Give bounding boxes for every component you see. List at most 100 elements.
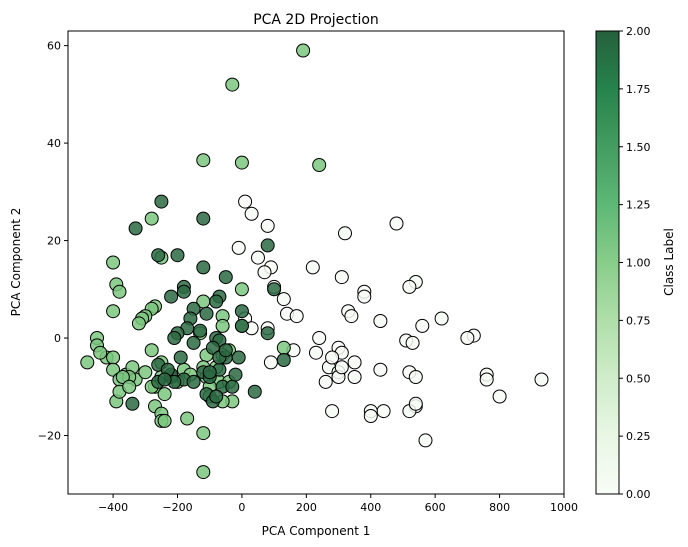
scatter-point-class-1 (196, 465, 211, 480)
colorbar-tick-label: 0.00 (626, 488, 651, 501)
colorbar-ticks: 0.00 0.25 0.50 0.75 1.00 1.25 1.50 1.75 2.00 (619, 25, 651, 501)
y-tick-label: 40 (47, 137, 61, 150)
plot-points (80, 43, 549, 480)
scatter-point-class-0 (434, 311, 449, 326)
scatter-point-class-0 (389, 216, 404, 231)
x-tick-label: 200 (296, 501, 317, 514)
colorbar-tick-label: 0.25 (626, 430, 651, 443)
colorbar-tick-label: 0.50 (626, 372, 651, 385)
scatter-point-class-2 (186, 374, 201, 389)
scatter-point-class-2 (234, 304, 249, 319)
y-axis-ticks: −20 0 20 40 60 (38, 40, 68, 443)
scatter-point-class-2 (225, 379, 240, 394)
y-tick-label: 20 (47, 235, 61, 248)
scatter-point-class-1 (215, 318, 230, 333)
scatter-point-class-1 (234, 155, 249, 170)
colorbar-tick-label: 1.50 (626, 141, 651, 154)
scatter-point-class-0 (231, 240, 246, 255)
x-tick-label: 600 (425, 501, 446, 514)
scatter-point-class-2 (167, 331, 182, 345)
scatter-point-class-0 (312, 331, 327, 345)
scatter-point-class-0 (289, 309, 304, 324)
scatter-point-class-1 (296, 43, 311, 58)
scatter-point-class-1 (157, 413, 172, 428)
scatter-point-class-2 (267, 282, 282, 297)
scatter-point-class-0 (309, 345, 323, 360)
scatter-point-class-2 (154, 194, 169, 209)
scatter-point-class-2 (218, 343, 233, 358)
scatter-point-class-2 (151, 248, 166, 263)
x-axis-label: PCA Component 1 (262, 524, 371, 538)
colorbar-tick-label: 1.00 (626, 257, 651, 270)
scatter-point-class-0 (347, 355, 362, 370)
y-tick-label: 0 (54, 332, 61, 345)
scatter-point-class-1 (112, 284, 127, 299)
colorbar-tick-label: 1.75 (626, 83, 651, 96)
scatter-point-class-2 (176, 284, 191, 299)
scatter-point-class-1 (122, 379, 137, 394)
scatter-point-class-2 (209, 294, 224, 309)
scatter-point-class-0 (238, 194, 253, 209)
scatter-point-class-0 (479, 372, 494, 387)
scatter-point-class-0 (460, 331, 475, 345)
scatter-point-class-1 (196, 426, 211, 441)
scatter-point-class-1 (180, 411, 195, 426)
scatter-point-class-0 (373, 314, 388, 328)
scatter-point-class-2 (260, 238, 275, 253)
scatter-point-class-1 (106, 304, 121, 319)
scatter-point-class-0 (325, 350, 340, 365)
scatter-point-class-0 (263, 355, 278, 370)
colorbar (595, 30, 620, 495)
scatter-point-class-2 (247, 384, 262, 399)
plot-frame (67, 30, 565, 495)
x-tick-label: 800 (489, 501, 510, 514)
scatter-point-class-2 (234, 318, 249, 333)
scatter-point-class-0 (305, 260, 320, 275)
scatter-point-class-2 (170, 248, 185, 263)
scatter-point-class-1 (115, 370, 130, 384)
scatter-point-class-0 (251, 250, 265, 265)
scatter-point-class-2 (218, 270, 233, 285)
scatter-point-class-1 (106, 255, 121, 270)
x-tick-label: 400 (360, 501, 381, 514)
chart-title: PCA 2D Projection (253, 12, 379, 28)
scatter-point-class-1 (225, 77, 240, 92)
colorbar-tick-label: 2.00 (626, 25, 651, 38)
scatter-point-class-0 (338, 226, 352, 241)
scatter-point-class-0 (344, 309, 359, 324)
scatter-point-class-1 (144, 211, 159, 226)
scatter-point-class-0 (405, 335, 420, 350)
scatter-point-class-1 (80, 355, 95, 370)
scatter-point-class-1 (234, 282, 249, 297)
scatter-point-class-2 (196, 211, 211, 226)
scatter-point-class-1 (196, 153, 211, 168)
colorbar-label: Class Label (662, 228, 676, 296)
scatter-point-class-0 (334, 270, 349, 285)
scatter-point-class-2 (173, 350, 188, 365)
x-tick-label: 0 (238, 501, 245, 514)
y-tick-label: 60 (47, 40, 61, 53)
scatter-point-class-2 (199, 306, 214, 321)
scatter-point-class-0 (325, 404, 340, 419)
scatter-point-class-0 (318, 374, 333, 389)
y-axis-label: PCA Component 2 (9, 208, 23, 317)
scatter-point-class-2 (164, 289, 179, 304)
scatter-point-class-1 (106, 350, 121, 365)
scatter-point-class-0 (244, 206, 259, 221)
scatter-point-class-2 (125, 396, 140, 411)
scatter-point-class-0 (357, 289, 372, 304)
scatter-point-class-2 (128, 221, 143, 236)
scatter-point-class-0 (363, 409, 378, 423)
scatter-point-class-2 (202, 365, 217, 380)
x-tick-label: 1000 (550, 501, 578, 514)
x-axis-ticks: −400 −200 0 200 400 600 800 1000 (98, 494, 578, 514)
colorbar-tick-label: 1.25 (626, 199, 651, 212)
scatter-point-class-0 (276, 292, 291, 307)
scatter-point-class-2 (276, 353, 291, 367)
colorbar-tick-label: 0.75 (626, 314, 651, 327)
y-tick-label: −20 (38, 430, 61, 443)
scatter-point-class-1 (138, 365, 153, 380)
x-tick-label: −400 (98, 501, 128, 514)
scatter-point-class-2 (209, 389, 224, 404)
